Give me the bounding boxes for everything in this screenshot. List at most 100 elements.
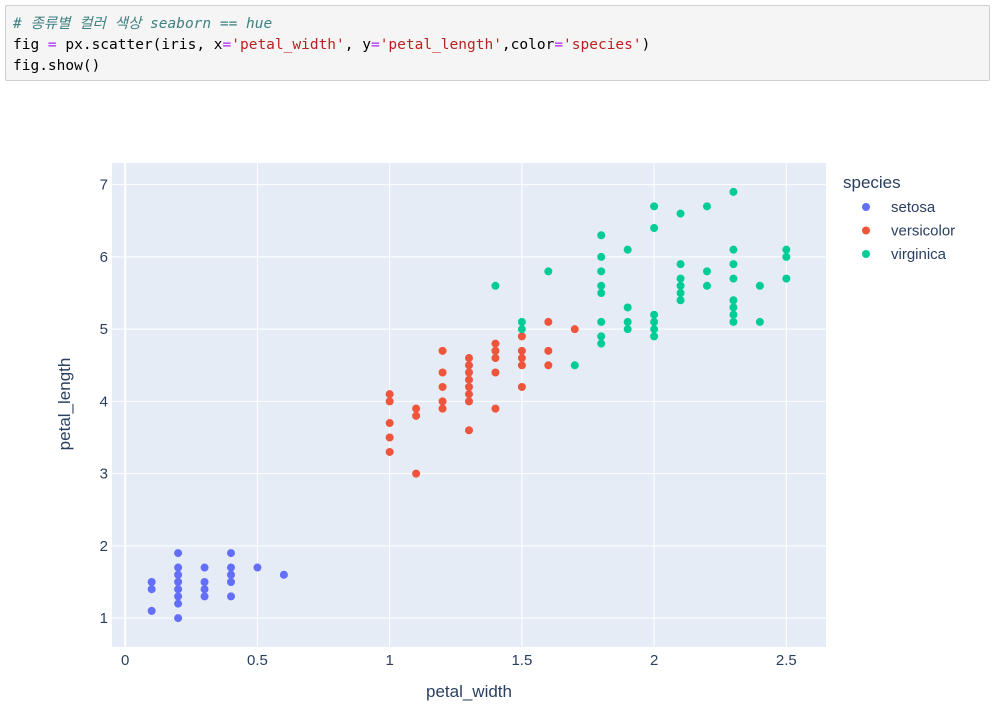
data-point-versicolor[interactable] xyxy=(385,397,394,406)
data-point-virginica[interactable] xyxy=(676,274,685,283)
data-point-virginica[interactable] xyxy=(517,317,526,326)
data-point-virginica[interactable] xyxy=(729,310,738,319)
data-point-virginica[interactable] xyxy=(650,224,659,233)
data-point-versicolor[interactable] xyxy=(465,361,473,370)
data-point-virginica[interactable] xyxy=(729,187,738,196)
data-point-virginica[interactable] xyxy=(650,325,659,334)
data-point-virginica[interactable] xyxy=(650,202,659,211)
data-point-virginica[interactable] xyxy=(491,281,500,290)
data-point-setosa[interactable] xyxy=(174,585,183,594)
data-point-virginica[interactable] xyxy=(650,310,659,319)
data-point-virginica[interactable] xyxy=(623,303,632,312)
data-point-virginica[interactable] xyxy=(517,325,526,334)
data-point-versicolor[interactable] xyxy=(385,447,394,456)
legend-item-virginica[interactable]: virginica xyxy=(862,246,947,263)
data-point-setosa[interactable] xyxy=(227,592,235,601)
data-point-setosa[interactable] xyxy=(147,606,156,615)
data-point-versicolor[interactable] xyxy=(491,368,500,377)
data-point-versicolor[interactable] xyxy=(465,397,473,406)
data-point-virginica[interactable] xyxy=(755,281,764,290)
data-point-setosa[interactable] xyxy=(227,577,235,586)
data-point-versicolor[interactable] xyxy=(465,375,473,384)
data-point-versicolor[interactable] xyxy=(412,469,421,478)
data-point-virginica[interactable] xyxy=(782,274,791,283)
data-point-versicolor[interactable] xyxy=(438,397,447,406)
data-point-virginica[interactable] xyxy=(623,317,632,326)
data-point-virginica[interactable] xyxy=(676,260,685,269)
data-point-setosa[interactable] xyxy=(147,585,156,594)
data-point-setosa[interactable] xyxy=(147,577,156,586)
data-point-versicolor[interactable] xyxy=(517,332,526,341)
data-point-versicolor[interactable] xyxy=(544,361,553,370)
data-point-setosa[interactable] xyxy=(174,592,183,601)
data-point-versicolor[interactable] xyxy=(438,368,447,377)
data-point-versicolor[interactable] xyxy=(465,382,473,391)
data-point-virginica[interactable] xyxy=(729,296,738,305)
data-point-virginica[interactable] xyxy=(703,281,711,290)
data-point-versicolor[interactable] xyxy=(491,339,500,348)
data-point-virginica[interactable] xyxy=(597,267,606,276)
data-point-setosa[interactable] xyxy=(174,614,183,623)
data-point-virginica[interactable] xyxy=(597,281,606,290)
data-point-virginica[interactable] xyxy=(729,274,738,283)
data-point-versicolor[interactable] xyxy=(465,354,473,363)
data-point-versicolor[interactable] xyxy=(544,317,553,326)
data-point-virginica[interactable] xyxy=(597,317,606,326)
data-point-setosa[interactable] xyxy=(227,570,235,579)
data-point-versicolor[interactable] xyxy=(385,419,394,428)
data-point-virginica[interactable] xyxy=(597,332,606,341)
data-point-setosa[interactable] xyxy=(174,577,183,586)
data-point-virginica[interactable] xyxy=(676,209,685,218)
data-point-virginica[interactable] xyxy=(729,303,738,312)
data-point-virginica[interactable] xyxy=(782,252,791,261)
data-point-setosa[interactable] xyxy=(279,570,288,579)
data-point-virginica[interactable] xyxy=(597,289,606,298)
data-point-virginica[interactable] xyxy=(623,245,632,254)
data-point-versicolor[interactable] xyxy=(491,354,500,363)
data-point-versicolor[interactable] xyxy=(517,354,526,363)
data-point-versicolor[interactable] xyxy=(517,346,526,355)
data-point-virginica[interactable] xyxy=(782,245,791,254)
data-point-versicolor[interactable] xyxy=(465,426,473,435)
data-point-virginica[interactable] xyxy=(597,231,606,240)
legend-item-versicolor[interactable]: versicolor xyxy=(862,223,955,240)
data-point-virginica[interactable] xyxy=(544,267,553,276)
data-point-virginica[interactable] xyxy=(570,361,579,370)
data-point-virginica[interactable] xyxy=(703,202,711,211)
data-point-setosa[interactable] xyxy=(200,585,209,594)
data-point-virginica[interactable] xyxy=(597,339,606,348)
data-point-setosa[interactable] xyxy=(200,592,209,601)
data-point-virginica[interactable] xyxy=(729,260,738,269)
data-point-virginica[interactable] xyxy=(676,289,685,298)
data-point-versicolor[interactable] xyxy=(412,411,421,420)
data-point-virginica[interactable] xyxy=(676,281,685,290)
data-point-setosa[interactable] xyxy=(227,563,235,572)
data-point-virginica[interactable] xyxy=(676,296,685,305)
data-point-versicolor[interactable] xyxy=(491,346,500,355)
data-point-versicolor[interactable] xyxy=(491,404,500,413)
data-point-virginica[interactable] xyxy=(623,325,632,334)
legend[interactable]: setosa versicolor virginica xyxy=(862,199,955,263)
data-point-versicolor[interactable] xyxy=(517,382,526,391)
data-point-setosa[interactable] xyxy=(174,599,183,608)
data-point-versicolor[interactable] xyxy=(438,346,447,355)
data-point-virginica[interactable] xyxy=(650,317,659,326)
data-point-versicolor[interactable] xyxy=(517,361,526,370)
data-point-versicolor[interactable] xyxy=(385,390,394,399)
data-point-setosa[interactable] xyxy=(200,563,209,572)
data-point-setosa[interactable] xyxy=(253,563,262,572)
data-point-versicolor[interactable] xyxy=(412,404,421,413)
data-point-versicolor[interactable] xyxy=(438,404,447,413)
data-point-virginica[interactable] xyxy=(729,245,738,254)
data-point-setosa[interactable] xyxy=(200,577,209,586)
data-point-versicolor[interactable] xyxy=(465,390,473,399)
data-point-setosa[interactable] xyxy=(174,563,183,572)
data-point-setosa[interactable] xyxy=(227,549,235,558)
data-point-setosa[interactable] xyxy=(174,549,183,558)
data-point-versicolor[interactable] xyxy=(385,433,394,442)
data-point-versicolor[interactable] xyxy=(438,382,447,391)
data-point-virginica[interactable] xyxy=(597,252,606,261)
data-point-virginica[interactable] xyxy=(755,317,764,326)
code-cell[interactable]: # 종류별 컬러 색상 seaborn == hue fig = px.scatt… xyxy=(5,5,990,81)
data-point-virginica[interactable] xyxy=(650,332,659,341)
